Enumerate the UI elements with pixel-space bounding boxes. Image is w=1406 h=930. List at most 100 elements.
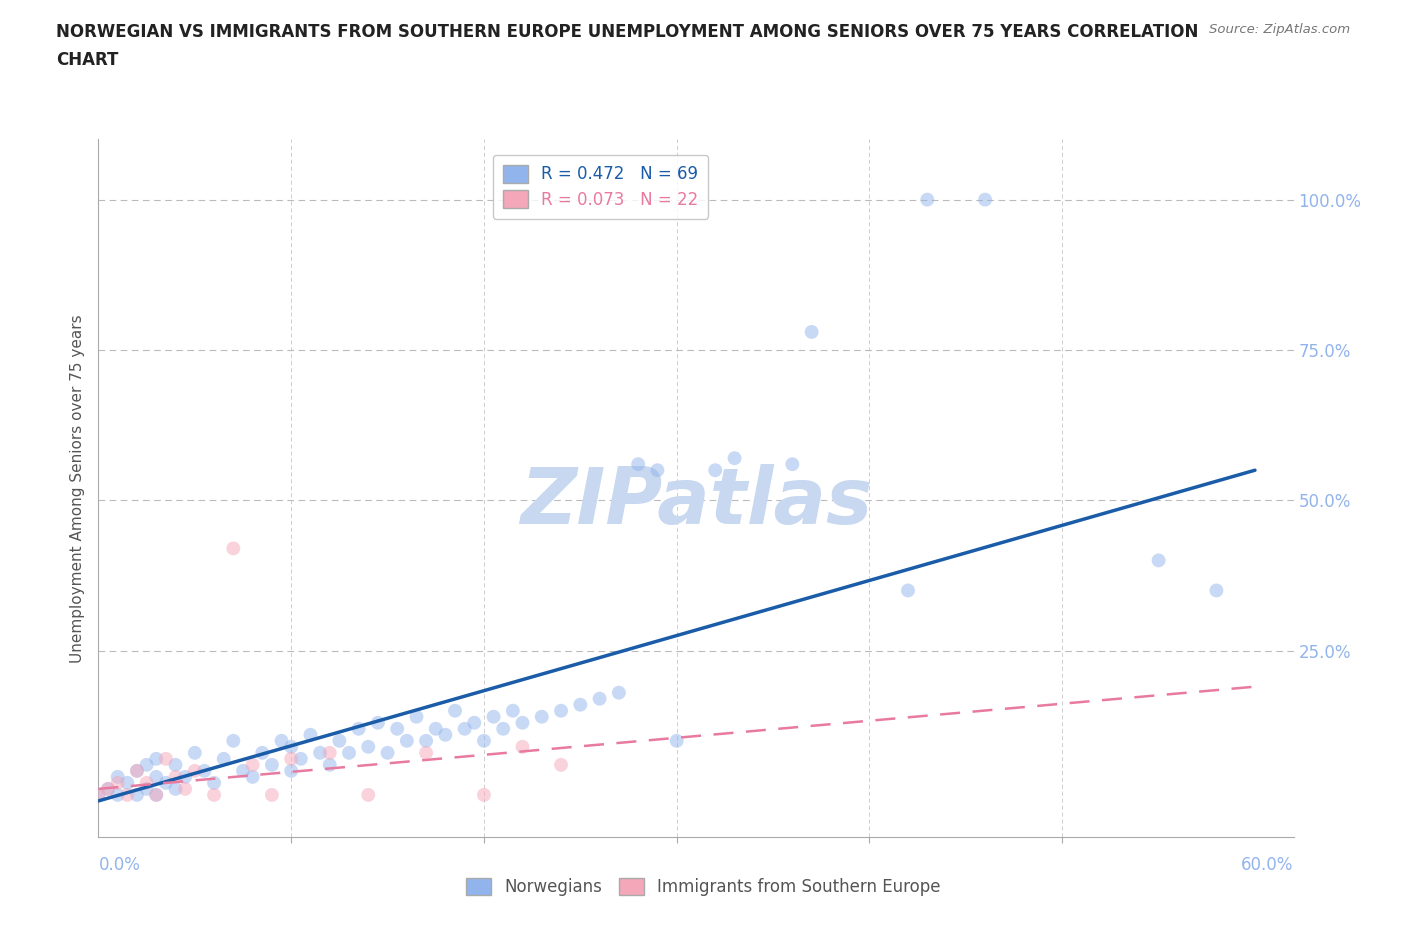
Point	[117, 788, 139, 803]
Point	[530, 710, 553, 724]
Point	[704, 463, 727, 478]
Point	[280, 764, 302, 778]
Point	[347, 722, 370, 737]
Point	[174, 769, 197, 784]
Point	[212, 751, 235, 766]
Point	[444, 703, 467, 718]
Point	[550, 703, 572, 718]
Point	[242, 769, 264, 784]
Point	[87, 788, 110, 803]
Point	[242, 757, 264, 772]
Point	[155, 751, 177, 766]
Point	[472, 734, 495, 749]
Point	[117, 776, 139, 790]
Text: 60.0%: 60.0%	[1241, 856, 1294, 873]
Point	[87, 788, 110, 803]
Point	[222, 734, 245, 749]
Point	[135, 757, 157, 772]
Point	[917, 193, 939, 207]
Point	[260, 788, 283, 803]
Point	[280, 751, 302, 766]
Point	[512, 739, 534, 754]
Point	[290, 751, 312, 766]
Point	[232, 764, 254, 778]
Point	[155, 776, 177, 790]
Point	[385, 722, 409, 737]
Point	[367, 715, 389, 730]
Point	[309, 745, 332, 760]
Point	[395, 734, 418, 749]
Point	[453, 722, 475, 737]
Point	[125, 764, 148, 778]
Text: CHART: CHART	[56, 51, 118, 69]
Point	[377, 745, 399, 760]
Point	[135, 776, 157, 790]
Point	[184, 764, 207, 778]
Point	[607, 685, 630, 700]
Point	[328, 734, 350, 749]
Point	[145, 769, 167, 784]
Point	[550, 757, 572, 772]
Point	[434, 727, 457, 742]
Point	[482, 710, 505, 724]
Point	[502, 703, 524, 718]
Point	[260, 757, 283, 772]
Point	[569, 698, 592, 712]
Point	[299, 727, 322, 742]
Point	[145, 751, 167, 766]
Point	[125, 764, 148, 778]
Point	[135, 781, 157, 796]
Point	[357, 788, 380, 803]
Point	[202, 788, 225, 803]
Point	[107, 788, 129, 803]
Point	[165, 769, 187, 784]
Point	[107, 776, 129, 790]
Point	[463, 715, 485, 730]
Point	[588, 691, 610, 706]
Text: Source: ZipAtlas.com: Source: ZipAtlas.com	[1209, 23, 1350, 36]
Point	[222, 541, 245, 556]
Legend: R = 0.472   N = 69, R = 0.073   N = 22: R = 0.472 N = 69, R = 0.073 N = 22	[492, 154, 709, 219]
Point	[125, 788, 148, 803]
Point	[280, 739, 302, 754]
Point	[425, 722, 447, 737]
Point	[800, 325, 823, 339]
Point	[319, 757, 342, 772]
Point	[337, 745, 360, 760]
Point	[165, 757, 187, 772]
Point	[665, 734, 688, 749]
Point	[627, 457, 650, 472]
Point	[647, 463, 669, 478]
Point	[357, 739, 380, 754]
Point	[512, 715, 534, 730]
Point	[107, 769, 129, 784]
Point	[184, 745, 207, 760]
Point	[193, 764, 215, 778]
Point	[97, 781, 120, 796]
Point	[974, 193, 997, 207]
Text: NORWEGIAN VS IMMIGRANTS FROM SOUTHERN EUROPE UNEMPLOYMENT AMONG SENIORS OVER 75 : NORWEGIAN VS IMMIGRANTS FROM SOUTHERN EU…	[56, 23, 1198, 41]
Point	[145, 788, 167, 803]
Point	[1205, 583, 1227, 598]
Point	[97, 781, 120, 796]
Point	[270, 734, 292, 749]
Point	[252, 745, 274, 760]
Point	[145, 788, 167, 803]
Legend: Norwegians, Immigrants from Southern Europe: Norwegians, Immigrants from Southern Eur…	[458, 871, 948, 903]
Point	[405, 710, 427, 724]
Point	[415, 745, 437, 760]
Point	[174, 781, 197, 796]
Point	[165, 781, 187, 796]
Y-axis label: Unemployment Among Seniors over 75 years: Unemployment Among Seniors over 75 years	[69, 314, 84, 662]
Point	[472, 788, 495, 803]
Point	[492, 722, 515, 737]
Point	[319, 745, 342, 760]
Text: 0.0%: 0.0%	[98, 856, 141, 873]
Point	[723, 451, 745, 466]
Point	[1147, 553, 1170, 568]
Point	[415, 734, 437, 749]
Point	[202, 776, 225, 790]
Point	[782, 457, 804, 472]
Point	[897, 583, 920, 598]
Text: ZIPatlas: ZIPatlas	[520, 464, 872, 540]
